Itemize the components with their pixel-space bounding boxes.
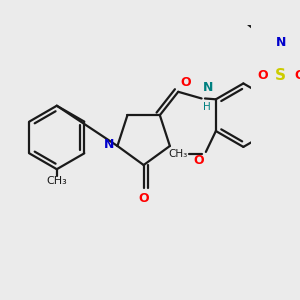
Text: O: O	[181, 76, 191, 89]
Text: S: S	[275, 68, 286, 83]
Text: N: N	[203, 81, 214, 94]
Text: H: H	[203, 102, 211, 112]
Text: N: N	[104, 138, 114, 151]
Text: N: N	[276, 36, 286, 49]
Text: O: O	[138, 192, 149, 205]
Text: O: O	[294, 69, 300, 82]
Text: O: O	[257, 69, 268, 82]
Text: CH₃: CH₃	[46, 176, 67, 186]
Text: CH₃: CH₃	[168, 148, 188, 159]
Text: O: O	[194, 154, 204, 166]
